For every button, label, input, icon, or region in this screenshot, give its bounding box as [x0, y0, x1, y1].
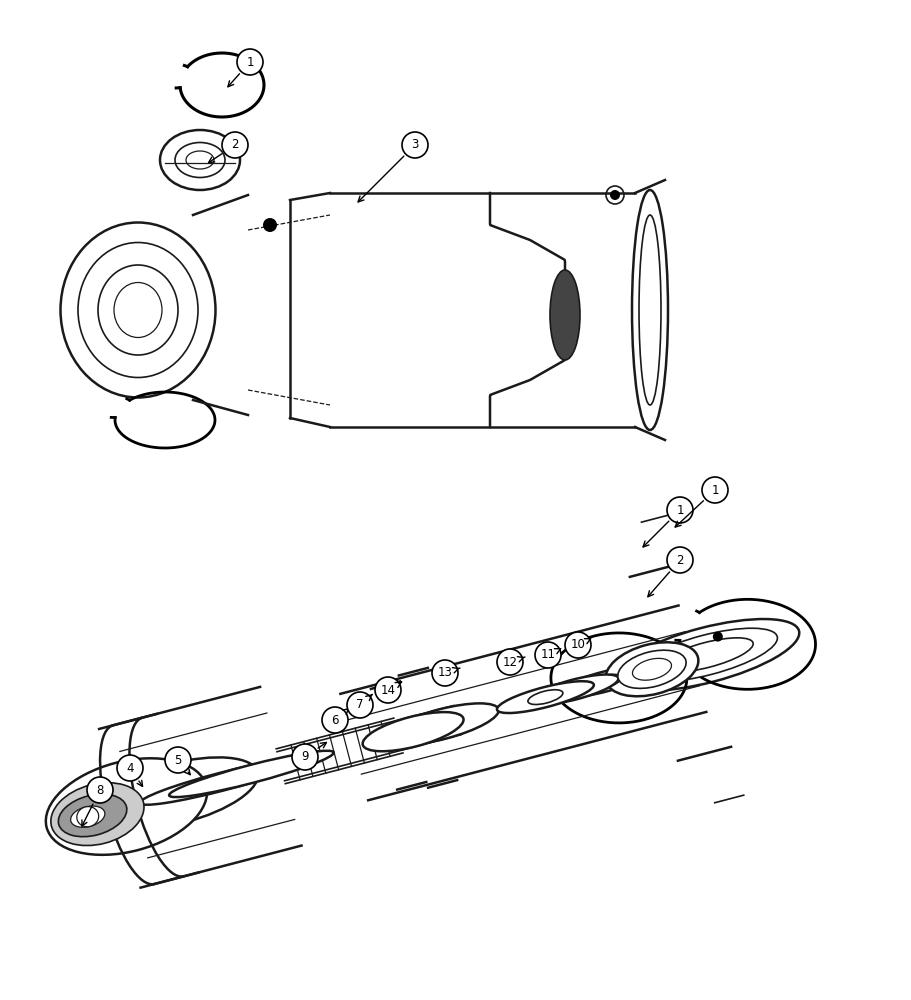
- Circle shape: [701, 477, 727, 503]
- Ellipse shape: [631, 658, 670, 680]
- Text: 2: 2: [231, 138, 239, 151]
- Text: 5: 5: [174, 754, 181, 766]
- Circle shape: [666, 497, 692, 523]
- Ellipse shape: [586, 674, 621, 689]
- Ellipse shape: [530, 675, 618, 704]
- Text: 3: 3: [411, 138, 418, 151]
- Circle shape: [609, 190, 619, 200]
- Circle shape: [117, 755, 143, 781]
- Text: 10: 10: [570, 639, 585, 652]
- Ellipse shape: [169, 751, 333, 797]
- Text: 4: 4: [126, 762, 134, 774]
- Ellipse shape: [78, 242, 198, 377]
- Circle shape: [292, 744, 318, 770]
- Ellipse shape: [77, 807, 98, 827]
- Circle shape: [565, 632, 590, 658]
- Ellipse shape: [617, 650, 685, 688]
- Circle shape: [712, 632, 722, 642]
- Circle shape: [322, 707, 348, 733]
- Text: 14: 14: [380, 684, 395, 696]
- Circle shape: [666, 547, 692, 573]
- Ellipse shape: [60, 223, 215, 397]
- Ellipse shape: [97, 265, 178, 355]
- Circle shape: [165, 747, 190, 773]
- Ellipse shape: [159, 130, 240, 190]
- Circle shape: [496, 649, 522, 675]
- Ellipse shape: [139, 758, 304, 805]
- Ellipse shape: [557, 682, 591, 697]
- Text: 2: 2: [676, 554, 683, 566]
- Circle shape: [432, 660, 457, 686]
- Circle shape: [346, 692, 373, 718]
- Ellipse shape: [58, 794, 127, 837]
- Ellipse shape: [631, 190, 667, 430]
- Circle shape: [87, 777, 113, 803]
- Text: 13: 13: [437, 666, 452, 680]
- Ellipse shape: [70, 806, 105, 827]
- Ellipse shape: [175, 142, 225, 178]
- Ellipse shape: [605, 642, 698, 696]
- Text: 6: 6: [331, 714, 338, 726]
- Ellipse shape: [527, 690, 562, 704]
- Ellipse shape: [549, 270, 579, 360]
- Ellipse shape: [639, 215, 660, 405]
- Circle shape: [535, 642, 560, 668]
- Text: 7: 7: [356, 698, 363, 712]
- Circle shape: [402, 132, 427, 158]
- Ellipse shape: [386, 703, 498, 745]
- Ellipse shape: [114, 282, 162, 338]
- Circle shape: [262, 218, 277, 232]
- Text: 8: 8: [97, 784, 104, 796]
- Ellipse shape: [46, 758, 207, 855]
- Ellipse shape: [51, 783, 144, 846]
- Ellipse shape: [97, 757, 258, 829]
- Text: 9: 9: [301, 750, 309, 764]
- Ellipse shape: [636, 628, 776, 682]
- Text: 11: 11: [540, 648, 555, 662]
- Ellipse shape: [496, 681, 593, 713]
- Circle shape: [374, 677, 401, 703]
- Ellipse shape: [558, 666, 650, 697]
- Ellipse shape: [363, 712, 463, 751]
- Ellipse shape: [660, 638, 752, 672]
- Text: 1: 1: [246, 55, 253, 68]
- Ellipse shape: [186, 151, 214, 169]
- Circle shape: [237, 49, 262, 75]
- Text: 12: 12: [502, 656, 517, 668]
- Text: 1: 1: [711, 484, 718, 496]
- Circle shape: [221, 132, 248, 158]
- Text: 1: 1: [676, 504, 683, 516]
- Ellipse shape: [614, 619, 798, 691]
